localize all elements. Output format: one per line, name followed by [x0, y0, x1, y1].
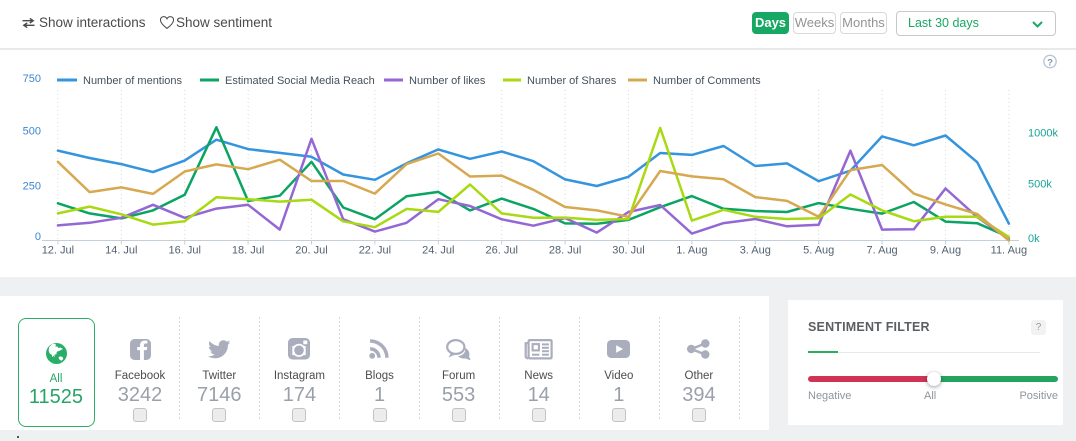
svg-text:0: 0 [35, 231, 41, 243]
svg-text:20. Jul: 20. Jul [295, 245, 327, 257]
svg-text:12. Jul: 12. Jul [42, 245, 74, 257]
svg-text:Number of Comments: Number of Comments [653, 75, 761, 87]
svg-text:Number of likes: Number of likes [409, 75, 486, 87]
svg-text:?: ? [1047, 57, 1053, 68]
svg-text:7. Aug: 7. Aug [866, 245, 897, 257]
svg-text:250: 250 [23, 181, 41, 193]
svg-text:Number of Shares: Number of Shares [527, 75, 617, 87]
svg-text:0k: 0k [1028, 233, 1040, 245]
svg-text:24. Jul: 24. Jul [422, 245, 454, 257]
svg-text:1. Aug: 1. Aug [676, 245, 707, 257]
svg-text:750: 750 [23, 73, 41, 85]
svg-text:Number of mentions: Number of mentions [83, 75, 183, 87]
svg-text:16. Jul: 16. Jul [168, 245, 200, 257]
svg-text:5. Aug: 5. Aug [803, 245, 834, 257]
svg-text:9. Aug: 9. Aug [930, 245, 961, 257]
svg-text:22. Jul: 22. Jul [359, 245, 391, 257]
svg-text:28. Jul: 28. Jul [549, 245, 581, 257]
svg-text:14. Jul: 14. Jul [105, 245, 137, 257]
svg-text:1000k: 1000k [1028, 128, 1058, 140]
svg-text:11. Aug: 11. Aug [991, 245, 1028, 257]
svg-text:500k: 500k [1028, 178, 1052, 190]
svg-text:3. Aug: 3. Aug [740, 245, 771, 257]
svg-text:500: 500 [23, 126, 41, 138]
svg-text:26. Jul: 26. Jul [485, 245, 517, 257]
svg-text:30. Jul: 30. Jul [612, 245, 644, 257]
svg-text:18. Jul: 18. Jul [232, 245, 264, 257]
svg-text:Estimated Social Media Reach: Estimated Social Media Reach [225, 75, 375, 87]
